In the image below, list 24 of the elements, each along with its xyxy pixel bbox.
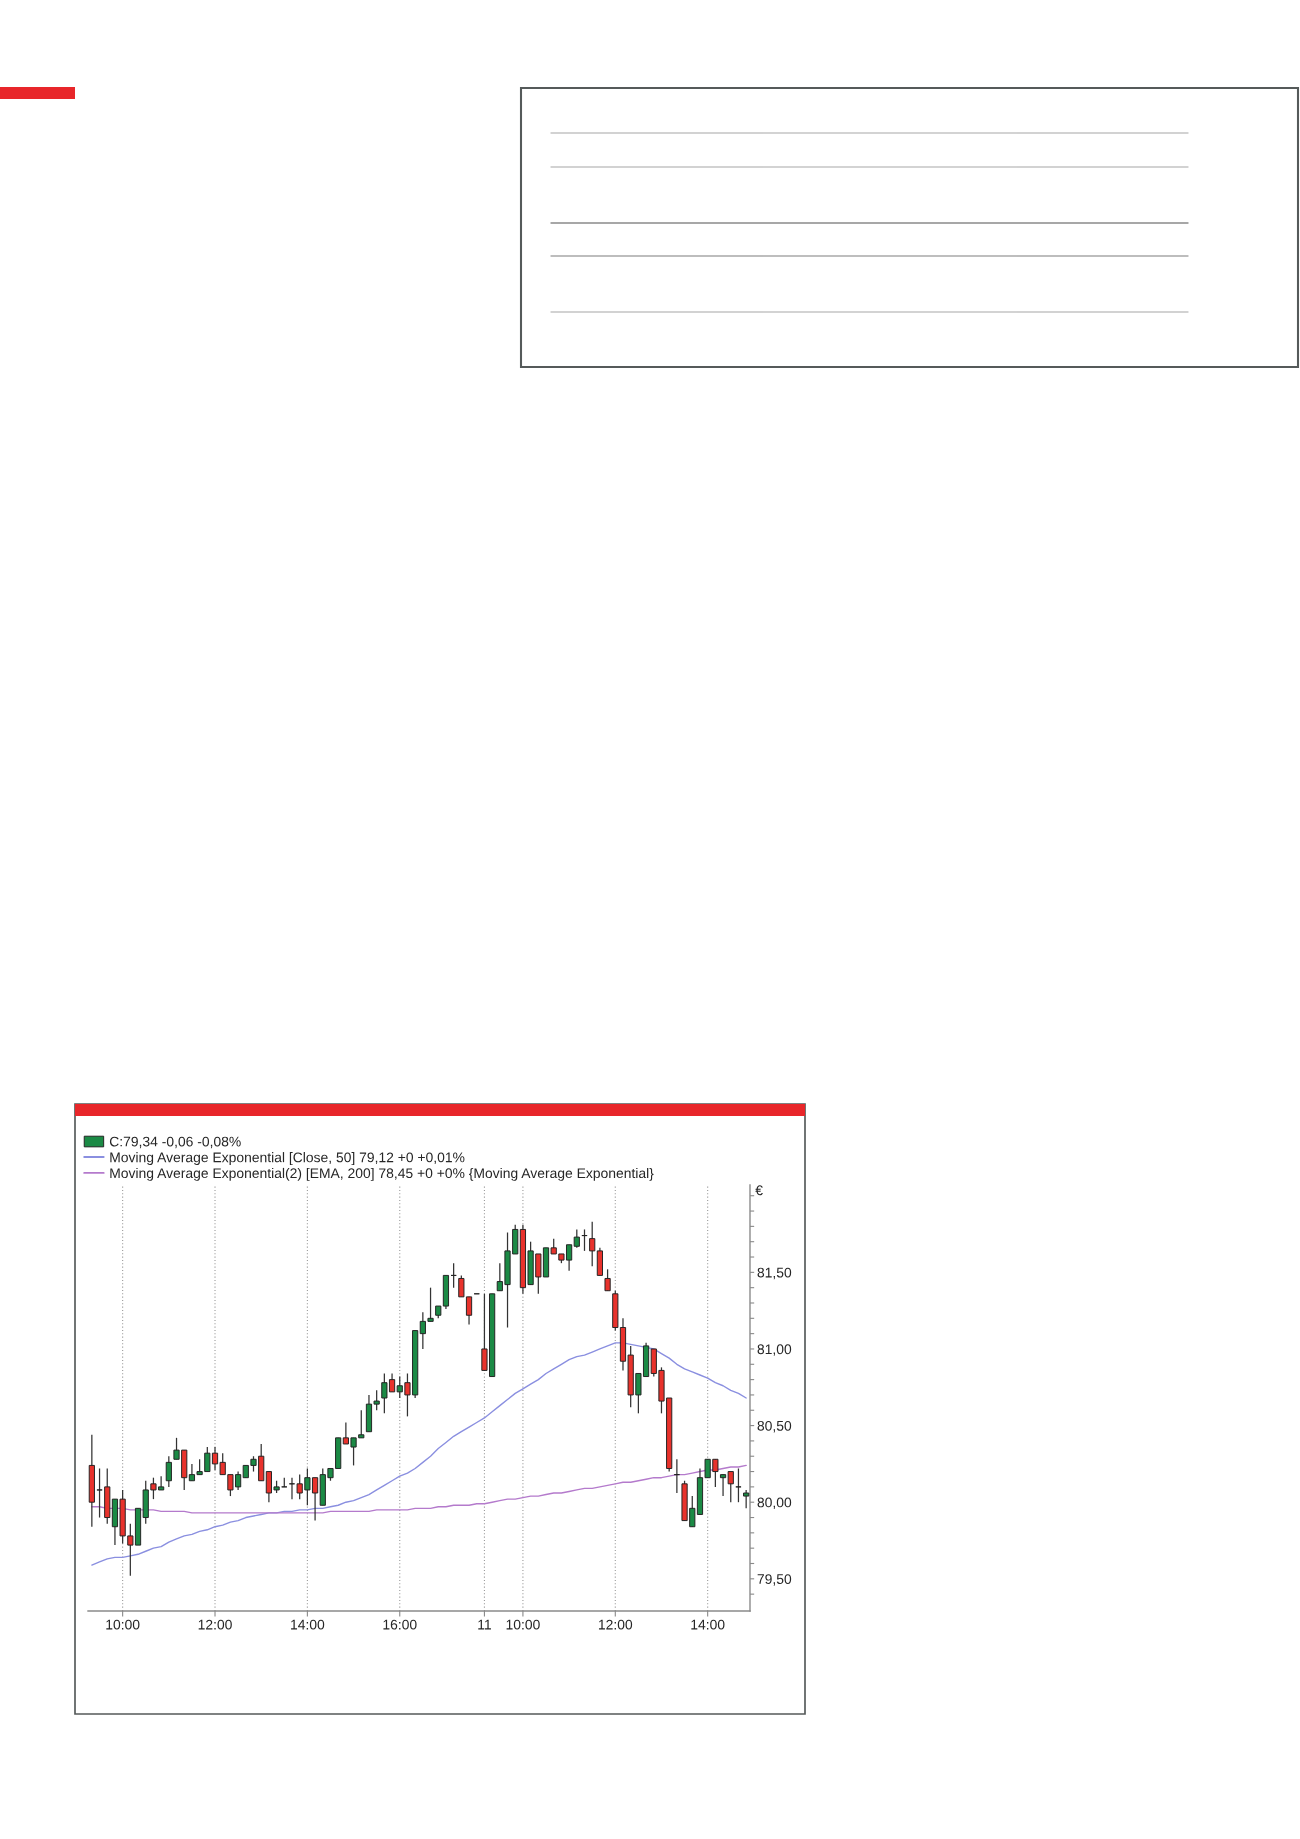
y-tick-label: 81,50 [757,1267,792,1280]
candlestick [604,1268,611,1292]
y-tick-label: 80,00 [757,1497,792,1510]
legend-label: C:79,34 -0,06 -0,08% [109,1136,241,1149]
candlestick [573,1228,580,1249]
y-axis-title: € [755,1185,763,1196]
candlestick [735,1467,742,1503]
candlestick [165,1455,172,1488]
candlestick [589,1221,596,1267]
x-tick-label: 10:00 [506,1619,540,1630]
y-tick-label: 81,00 [757,1344,792,1356]
x-tick-label: 14:00 [691,1619,725,1630]
x-tick-label: 16:00 [383,1619,417,1630]
candlestick [96,1467,103,1519]
x-tick-label: 10:00 [106,1619,140,1630]
x-tick-label: 12:00 [598,1619,633,1630]
x-tick-label: 14:00 [291,1619,325,1630]
x-tick-label: 12:00 [198,1619,232,1630]
y-tick-label: 79,50 [757,1574,792,1586]
legend-label: Moving Average Exponential(2) [EMA, 200] 78,45 +0 +0% {Moving Average Exponential} [110,1167,654,1181]
legend-label: Moving Average Exponential [Close, 50] 79,12 +0 +0,01% [110,1152,465,1166]
line-series [91,1342,747,1566]
y-tick-label: 80,50 [757,1420,792,1433]
x-tick-label: 11 [478,1619,491,1630]
